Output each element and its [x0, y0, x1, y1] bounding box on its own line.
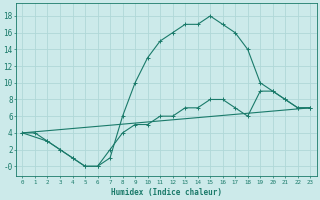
- X-axis label: Humidex (Indice chaleur): Humidex (Indice chaleur): [111, 188, 222, 197]
